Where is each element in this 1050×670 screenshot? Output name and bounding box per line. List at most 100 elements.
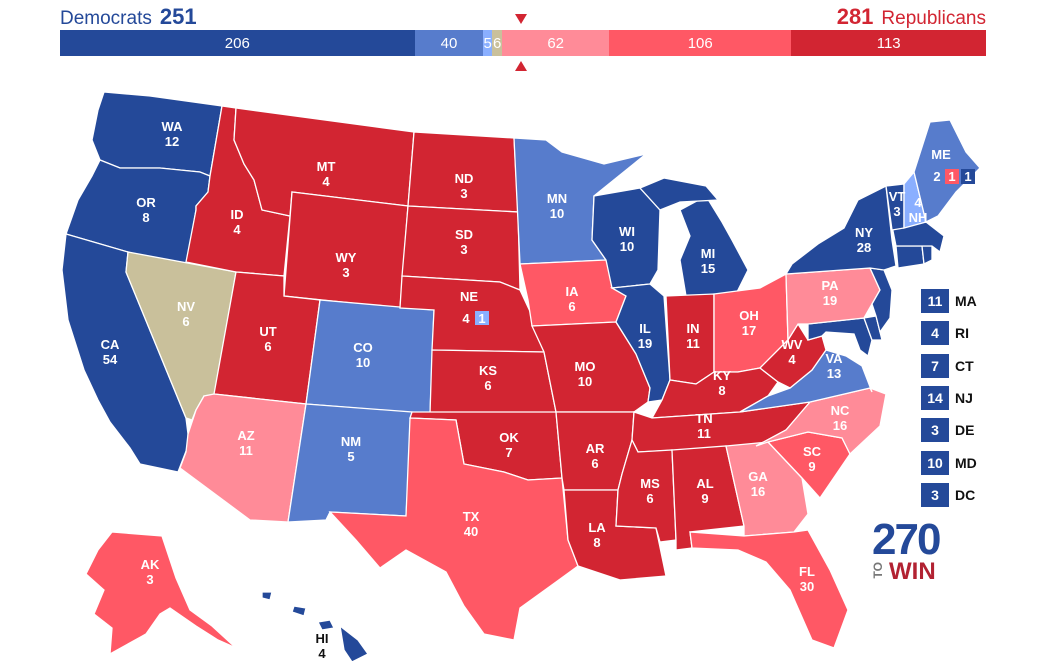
MO-ev: 10 <box>578 374 592 389</box>
state-HI-island-2[interactable] <box>317 619 335 631</box>
HI-ev: 4 <box>318 646 326 661</box>
SD-ev: 3 <box>460 242 467 257</box>
SC-abbr: SC <box>803 444 822 459</box>
tally-segment-4: 62 <box>502 30 610 56</box>
state-HI-island-3[interactable] <box>291 605 307 617</box>
logo-number: 270 <box>872 515 941 564</box>
me-district-2-box[interactable] <box>945 169 959 184</box>
state-MI[interactable] <box>679 195 749 297</box>
MT-ev: 4 <box>322 174 330 189</box>
state-IL[interactable] <box>609 283 671 403</box>
CA-ev: 54 <box>103 352 118 367</box>
NE-abbr: NE <box>460 289 478 304</box>
state-MI-upper[interactable] <box>638 177 720 211</box>
MO-abbr: MO <box>575 359 596 374</box>
small-state-ma-label: MA <box>955 293 977 309</box>
me-district-1-label: 1 <box>964 169 971 184</box>
OH-abbr: OH <box>739 308 759 323</box>
MN-ev: 10 <box>550 206 564 221</box>
UT-abbr: UT <box>259 324 276 339</box>
state-AK[interactable] <box>85 531 237 656</box>
state-MS[interactable] <box>615 438 677 543</box>
AZ-ev: 11 <box>239 443 253 458</box>
AR-ev: 6 <box>591 456 598 471</box>
TN-ev: 11 <box>697 426 711 441</box>
NE-ev: 4 <box>462 311 470 326</box>
democrats-header: Democrats 251 <box>60 4 197 30</box>
AR-abbr: AR <box>586 441 605 456</box>
republicans-total: 281 <box>836 4 874 29</box>
AL-abbr: AL <box>696 476 713 491</box>
state-RI[interactable] <box>921 245 933 265</box>
logo-to: TO <box>871 562 885 579</box>
AZ-abbr: AZ <box>237 428 254 443</box>
democrats-label: Democrats <box>60 8 152 29</box>
IL-abbr: IL <box>639 321 651 336</box>
small-state-ma-ev[interactable]: 11 <box>921 289 949 313</box>
CA-abbr: CA <box>101 337 120 352</box>
270-marker-bottom-icon <box>515 61 527 71</box>
state-labels: WA 12 OR 8 CA 54 NV 6 ID 4 MT 4 WY 3 UT … <box>101 119 951 661</box>
AK-abbr: AK <box>141 557 160 572</box>
MN-abbr: MN <box>547 191 567 206</box>
LA-ev: 8 <box>593 535 600 550</box>
OR-ev: 8 <box>142 210 149 225</box>
tally-segment-6: 113 <box>791 30 986 56</box>
TX-abbr: TX <box>463 509 480 524</box>
OK-abbr: OK <box>499 430 519 445</box>
AL-ev: 9 <box>701 491 708 506</box>
state-NY[interactable] <box>784 185 897 275</box>
IN-abbr: IN <box>687 321 700 336</box>
state-NJ[interactable] <box>868 267 893 334</box>
LA-abbr: LA <box>588 520 606 535</box>
IL-ev: 19 <box>638 336 652 351</box>
state-CT[interactable] <box>895 245 925 269</box>
ID-ev: 4 <box>233 222 241 237</box>
WI-abbr: WI <box>619 224 635 239</box>
tally-segment-3: 6 <box>492 30 503 56</box>
MT-abbr: MT <box>317 159 336 174</box>
WY-abbr: WY <box>336 250 357 265</box>
state-NC[interactable] <box>755 387 887 456</box>
KS-ev: 6 <box>484 378 491 393</box>
IA-ev: 6 <box>568 299 575 314</box>
state-TX[interactable] <box>328 417 579 641</box>
ne-district-2-box[interactable] <box>475 311 489 325</box>
small-state-md-label: MD <box>955 454 977 471</box>
republicans-header: 281 Republicans <box>837 4 986 30</box>
MI-ev: 15 <box>701 261 715 276</box>
ID-abbr: ID <box>231 207 244 222</box>
state-WA[interactable] <box>91 91 223 177</box>
small-state-nj-ev[interactable]: 14 <box>921 385 949 410</box>
state-AZ[interactable] <box>179 393 307 523</box>
state-KS[interactable] <box>429 349 557 415</box>
small-state-md-ev[interactable]: 10 <box>921 450 949 475</box>
small-state-dc-ev[interactable]: 3 <box>921 482 949 507</box>
state-HI-island-4[interactable] <box>261 591 273 601</box>
OR-abbr: OR <box>136 195 156 210</box>
small-state-de-ev[interactable]: 3 <box>921 418 949 443</box>
NM-ev: 5 <box>347 449 354 464</box>
ND-abbr: ND <box>455 171 474 186</box>
NM-abbr: NM <box>341 434 361 449</box>
MS-abbr: MS <box>640 476 660 491</box>
me-district-2-label: 1 <box>948 169 955 184</box>
small-state-ri-ev[interactable]: 4 <box>921 321 949 346</box>
small-state-ct-label: CT <box>955 357 974 374</box>
state-HI[interactable] <box>339 624 369 663</box>
GA-abbr: GA <box>748 469 768 484</box>
small-state-ri-label: RI <box>955 325 969 342</box>
WA-ev: 12 <box>165 134 179 149</box>
small-state-ct-ev[interactable]: 7 <box>921 353 949 378</box>
ME-abbr: ME <box>931 147 951 162</box>
me-district-1-box[interactable] <box>961 169 975 184</box>
state-VA[interactable] <box>739 349 873 413</box>
HI-abbr: HI <box>316 631 329 646</box>
UT-ev: 6 <box>264 339 271 354</box>
PA-ev: 19 <box>823 293 837 308</box>
democrats-total: 251 <box>159 4 197 29</box>
WI-ev: 10 <box>620 239 634 254</box>
state-FL[interactable] <box>689 529 849 649</box>
WV-ev: 4 <box>788 352 796 367</box>
